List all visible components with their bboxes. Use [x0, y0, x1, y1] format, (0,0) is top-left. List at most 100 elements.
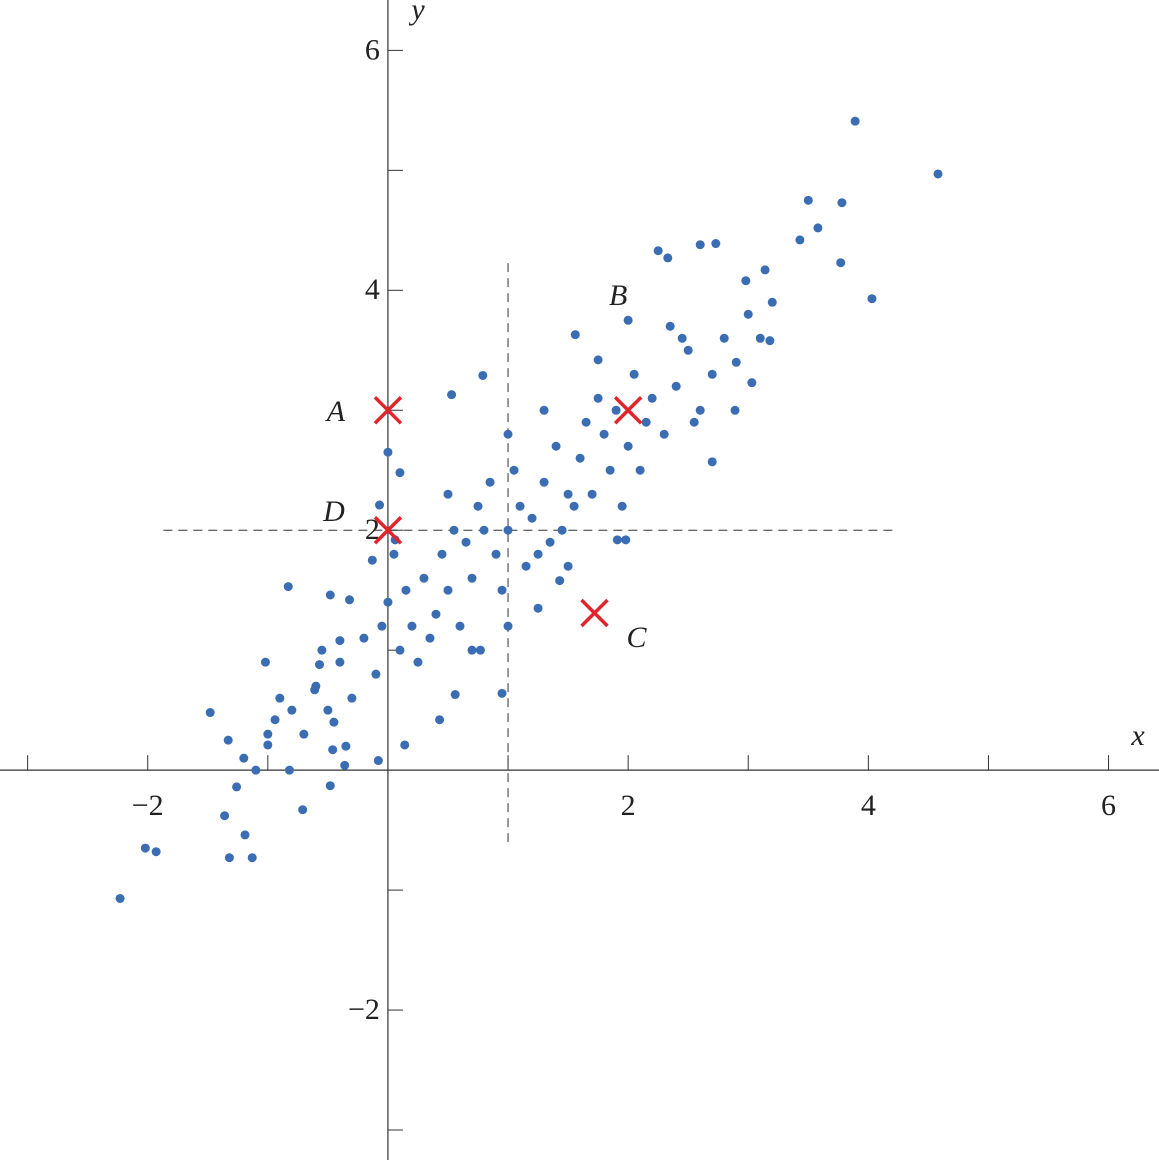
marker-label: B [609, 279, 627, 312]
point [641, 417, 651, 427]
point [612, 535, 622, 545]
point [850, 116, 860, 126]
point [373, 756, 383, 766]
point [617, 501, 627, 511]
point [431, 609, 441, 619]
point [270, 715, 280, 725]
point [140, 843, 150, 853]
point [224, 853, 234, 863]
point [443, 489, 453, 499]
marker [613, 396, 643, 425]
point [479, 525, 489, 535]
point [575, 453, 585, 463]
point [401, 585, 411, 595]
point [623, 315, 633, 325]
point [263, 740, 273, 750]
point [621, 535, 631, 545]
point [239, 753, 249, 763]
point [760, 265, 770, 275]
x-axis-label: x [1130, 719, 1145, 752]
point [447, 390, 457, 400]
y-tick-label: 2 [365, 513, 380, 546]
point [497, 585, 507, 595]
point [707, 457, 717, 467]
point [551, 441, 561, 451]
point [247, 853, 257, 863]
point [836, 258, 846, 268]
marker [373, 396, 403, 425]
point [593, 393, 603, 403]
point [407, 621, 417, 631]
point [298, 805, 308, 815]
point [689, 417, 699, 427]
point [395, 468, 405, 478]
point [314, 660, 324, 670]
point [803, 195, 813, 205]
point [539, 477, 549, 487]
point [467, 573, 477, 583]
point [653, 246, 663, 256]
point [151, 847, 161, 857]
point [325, 781, 335, 791]
point [473, 501, 483, 511]
point [569, 501, 579, 511]
point [383, 597, 393, 607]
marker-label: D [322, 495, 345, 528]
point [515, 501, 525, 511]
point [521, 561, 531, 571]
point [533, 549, 543, 559]
point [328, 745, 338, 755]
point [503, 525, 513, 535]
y-tick-label: −2 [348, 993, 380, 1026]
point [389, 549, 399, 559]
point [335, 657, 345, 667]
point [263, 729, 273, 739]
point [475, 645, 485, 655]
point [205, 708, 215, 718]
marker [373, 515, 403, 545]
point [260, 657, 270, 667]
point [435, 715, 445, 725]
point [284, 765, 294, 775]
point [587, 489, 597, 499]
point [115, 893, 125, 903]
y-axis-label: y [408, 0, 425, 26]
point [485, 477, 495, 487]
point [527, 513, 537, 523]
point [731, 357, 741, 367]
point [335, 636, 345, 646]
point [605, 465, 615, 475]
point [287, 705, 297, 715]
point [933, 169, 943, 179]
y-tick-label: 4 [365, 273, 380, 306]
point [413, 657, 423, 667]
point [635, 465, 645, 475]
point [329, 717, 339, 727]
marker-label: A [325, 395, 346, 428]
point [377, 621, 387, 631]
point [497, 688, 507, 698]
point [371, 669, 381, 679]
point [867, 294, 877, 304]
point [345, 595, 355, 605]
point [611, 405, 621, 415]
point [491, 549, 501, 559]
point [275, 693, 285, 703]
point [539, 405, 549, 415]
point [251, 765, 261, 775]
x-tick-label: 2 [621, 789, 636, 822]
point [325, 590, 335, 600]
point [437, 549, 447, 559]
point [240, 830, 250, 840]
point [223, 735, 233, 745]
point [340, 760, 350, 770]
point [375, 500, 385, 510]
point [533, 603, 543, 613]
point [425, 633, 435, 643]
point [730, 405, 740, 415]
point [449, 525, 459, 535]
point [563, 489, 573, 499]
point [317, 645, 327, 655]
point [719, 333, 729, 343]
